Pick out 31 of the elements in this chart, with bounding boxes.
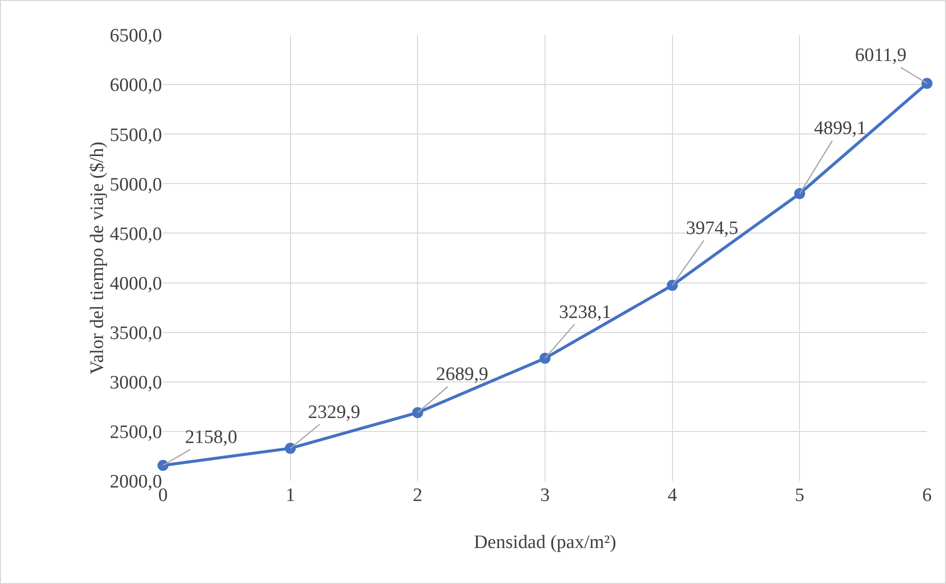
y-tick-label: 3000,0 [110,372,162,394]
y-tick-label: 6000,0 [110,75,162,96]
point [412,407,424,418]
y-tick-label: 6500,0 [110,26,162,47]
data-label: 2158,0 [185,427,238,448]
x-tick-label: 6 [922,485,932,506]
x-axis-title: Densidad (pax/m²) [474,532,616,553]
data-label: 3974,5 [686,218,738,239]
y-axis-title: Valor del tiempo de viaje ($/h) [86,142,108,374]
point [666,280,678,291]
data-label: 6011,9 [855,45,907,66]
y-tick-label: 2500,0 [110,422,162,444]
x-tick-label: 1 [286,485,296,506]
point [922,78,932,89]
y-tick-label: 5500,0 [110,124,162,146]
point [158,460,168,471]
point [540,352,550,364]
y-tick-label: 5000,0 [110,174,162,196]
y-tick-label: 4000,0 [110,273,162,294]
x-tick-label: 4 [668,485,678,506]
data-label: 2689,9 [436,364,488,385]
data-label: 4899,1 [814,118,866,139]
point [794,188,806,200]
x-tick-label: 5 [794,485,804,506]
y-tick-label: 4500,0 [110,224,162,245]
x-tick-label: 3 [540,485,550,506]
data-label: 3238,1 [559,302,612,323]
x-tick-label: 2 [412,485,422,506]
y-tick-label: 3500,0 [110,322,162,344]
data-label: 2329,9 [308,402,360,423]
point [284,442,296,454]
